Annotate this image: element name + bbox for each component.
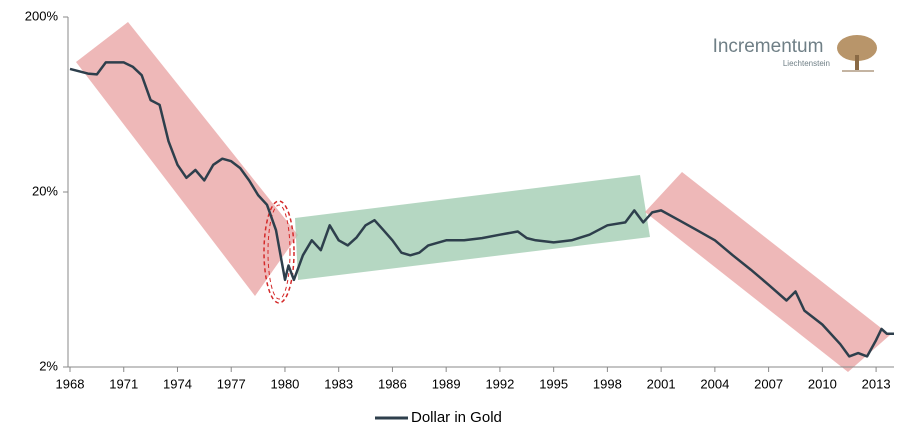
legend-label: Dollar in Gold [411,409,502,426]
x-tick-label: 1971 [109,376,138,391]
y-tick-label: 2% [39,358,58,373]
x-tick-label: 1974 [163,376,192,391]
logo-name: Incrementum [713,36,824,57]
y-tick-label: 20% [32,183,58,198]
x-tick-label: 2007 [754,376,783,391]
logo-tree [837,35,877,61]
logo-trunk [855,55,859,70]
highlight-ellipse [267,204,291,300]
logo-subtitle: Liechtenstein [783,59,830,68]
x-tick-label: 1998 [593,376,622,391]
x-tick-label: 1989 [432,376,461,391]
x-tick-label: 2013 [862,376,891,391]
x-tick-label: 1968 [56,376,85,391]
x-tick-label: 1986 [378,376,407,391]
x-tick-label: 2001 [647,376,676,391]
downtrend-band [76,22,298,296]
x-tick-label: 2004 [700,376,729,391]
x-tick-label: 1992 [485,376,514,391]
x-tick-label: 1980 [270,376,299,391]
highlight-ellipse [263,200,295,304]
sideways-band [295,175,650,280]
data-line [69,61,894,358]
x-tick-label: 2010 [808,376,837,391]
logo: Incrementum Liechtenstein [713,35,877,72]
y-tick-label: 200% [25,8,59,23]
downtrend-band [645,172,890,372]
x-tick-label: 1977 [217,376,246,391]
x-tick-label: 1983 [324,376,353,391]
x-tick-label: 1995 [539,376,568,391]
